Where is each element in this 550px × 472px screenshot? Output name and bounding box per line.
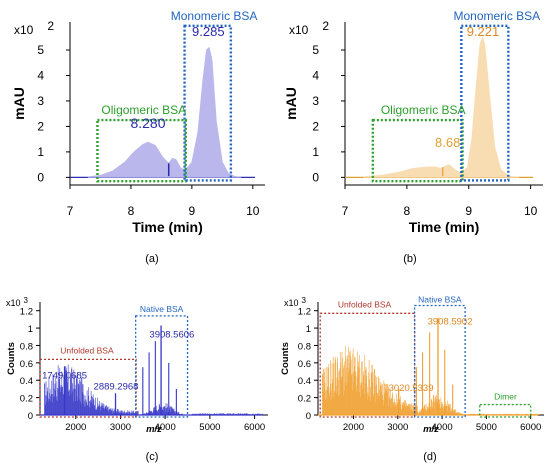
- y-tick-label: 1: [37, 145, 44, 159]
- monomeric-region-label: Monomeric BSA: [171, 9, 258, 23]
- x-tick-label: 10: [524, 204, 538, 218]
- y-multiplier: x10 2: [14, 19, 54, 37]
- x-tick-label: 4000: [155, 422, 176, 433]
- y-axis-title: Counts: [280, 342, 291, 375]
- x-tick-label: 2000: [343, 422, 364, 433]
- x-tick-label: 6000: [244, 422, 265, 433]
- y-tick-label: 0.4: [20, 376, 33, 387]
- panel-b: 7 8 9 10 0 1 2 3 4 5 x10 2 Time (min) mAU (b) Oligomeri…: [283, 9, 543, 265]
- y-multiplier-exponent: 2: [47, 19, 54, 33]
- y-tick-label: 2: [312, 119, 319, 133]
- native-region-box: [413, 304, 466, 418]
- monomeric-region-box: [183, 24, 233, 182]
- chromatogram-area: [87, 46, 242, 178]
- oligomeric-region-box: [96, 118, 187, 183]
- dimer-region-box: [479, 403, 532, 418]
- y-tick-label: 1.2: [298, 307, 311, 318]
- x-axis-title: m/z: [146, 424, 162, 435]
- panel-caption: (d): [423, 451, 436, 463]
- y-tick-label: 5: [312, 43, 319, 57]
- y-tick-label: 0.2: [298, 394, 311, 405]
- x-tick-label: 3000: [110, 422, 131, 433]
- y-tick-label: 2: [37, 119, 44, 133]
- panel-c: 2000 3000 4000 5000 600000.20.40.60.811.2x10…: [6, 296, 268, 463]
- x-tick-label: 7: [342, 204, 349, 218]
- x-tick-label: 7: [67, 204, 74, 218]
- x-tick-label: 6000: [520, 422, 541, 433]
- panel-caption: (c): [146, 451, 159, 463]
- y-tick-label: 0: [312, 170, 319, 184]
- panel-caption: (b): [403, 253, 416, 265]
- y-multiplier-exponent: 2: [322, 19, 329, 33]
- y-tick-label: 3: [312, 94, 319, 108]
- y-axis-title: Counts: [6, 342, 17, 375]
- dimer-region-label: Dimer: [494, 392, 517, 402]
- native-region-label: Native BSA: [140, 304, 184, 314]
- x-tick-label: 8: [404, 204, 411, 218]
- y-tick-label: 0.6: [298, 359, 311, 370]
- y-tick-label: 4: [312, 68, 319, 82]
- y-tick-label: 3: [37, 94, 44, 108]
- x-tick-label: 2000: [65, 422, 86, 433]
- y-tick-label: 0.2: [20, 394, 33, 405]
- y-axis-title: mAU: [283, 87, 299, 120]
- peak-label: 8.280: [130, 115, 165, 131]
- y-tick-label: 4: [37, 68, 44, 82]
- peak-label: 3020.5339: [389, 383, 434, 394]
- y-multiplier: x10 2: [289, 19, 329, 37]
- unfolded-region-label: Unfolded BSA: [338, 299, 392, 309]
- oligomeric-region-box: [371, 118, 464, 183]
- unfolded-region-box: [319, 312, 416, 418]
- y-tick-label: 0.8: [20, 341, 33, 352]
- peak-label: 8.68: [435, 135, 460, 150]
- native-region-label: Native BSA: [418, 294, 462, 304]
- peak-label: 9.285: [192, 24, 225, 39]
- unfolded-region-label: Unfolded BSA: [60, 345, 114, 355]
- peak-label: 3908.5606: [149, 329, 194, 340]
- x-axis-title: Time (min): [132, 219, 203, 235]
- x-tick-label: 5000: [476, 422, 497, 433]
- x-axis-title: m/z: [423, 424, 439, 435]
- y-tick-label: 1.2: [20, 307, 33, 318]
- monomeric-region-box: [460, 24, 510, 182]
- native-region-box: [135, 315, 189, 418]
- monomeric-region-label: Monomeric BSA: [453, 9, 540, 23]
- panel-a: 7 8 9 10 0 1 2 3 4 5 x10 2 Time (min) mAU (a) Oligomeri…: [11, 9, 265, 265]
- y-tick-label: 0.4: [298, 376, 311, 387]
- peak-label: 2889.2968: [94, 381, 139, 392]
- x-tick-label: 8: [128, 204, 135, 218]
- y-tick-label: 1: [28, 324, 33, 335]
- peak-label: 1749.0685: [42, 370, 87, 381]
- y-tick-label: 1: [306, 324, 311, 335]
- y-tick-label: 0: [28, 411, 33, 422]
- peak-label: 3908.5902: [428, 317, 473, 328]
- x-tick-label: 3000: [387, 422, 408, 433]
- y-axis-title: mAU: [11, 87, 27, 120]
- y-multiplier-exponent: 3: [24, 296, 29, 305]
- x-tick-label: 4000: [432, 422, 453, 433]
- panel-caption: (a): [145, 253, 158, 265]
- y-tick-label: 1: [312, 145, 319, 159]
- y-tick-label: 0: [306, 411, 311, 422]
- y-tick-label: 0: [37, 170, 44, 184]
- y-tick-label: 5: [37, 43, 44, 57]
- panel-d: 2000 3000 4000 5000 600000.20.40.60.811.2x10…: [280, 294, 544, 463]
- oligomeric-region-label: Oligomeric BSA: [101, 103, 186, 117]
- peak-label: 9.221: [467, 24, 500, 39]
- oligomeric-region-label: Oligomeric BSA: [381, 103, 466, 117]
- y-tick-label: 0.8: [298, 341, 311, 352]
- x-tick-label: 5000: [199, 422, 220, 433]
- y-tick-label: 0.6: [20, 359, 33, 370]
- x-axis-title: Time (min): [409, 219, 480, 235]
- x-tick-label: 9: [465, 204, 472, 218]
- y-multiplier-exponent: 3: [302, 296, 307, 305]
- x-tick-label: 9: [189, 204, 196, 218]
- chromatogram-area: [363, 35, 520, 178]
- x-tick-label: 10: [246, 204, 260, 218]
